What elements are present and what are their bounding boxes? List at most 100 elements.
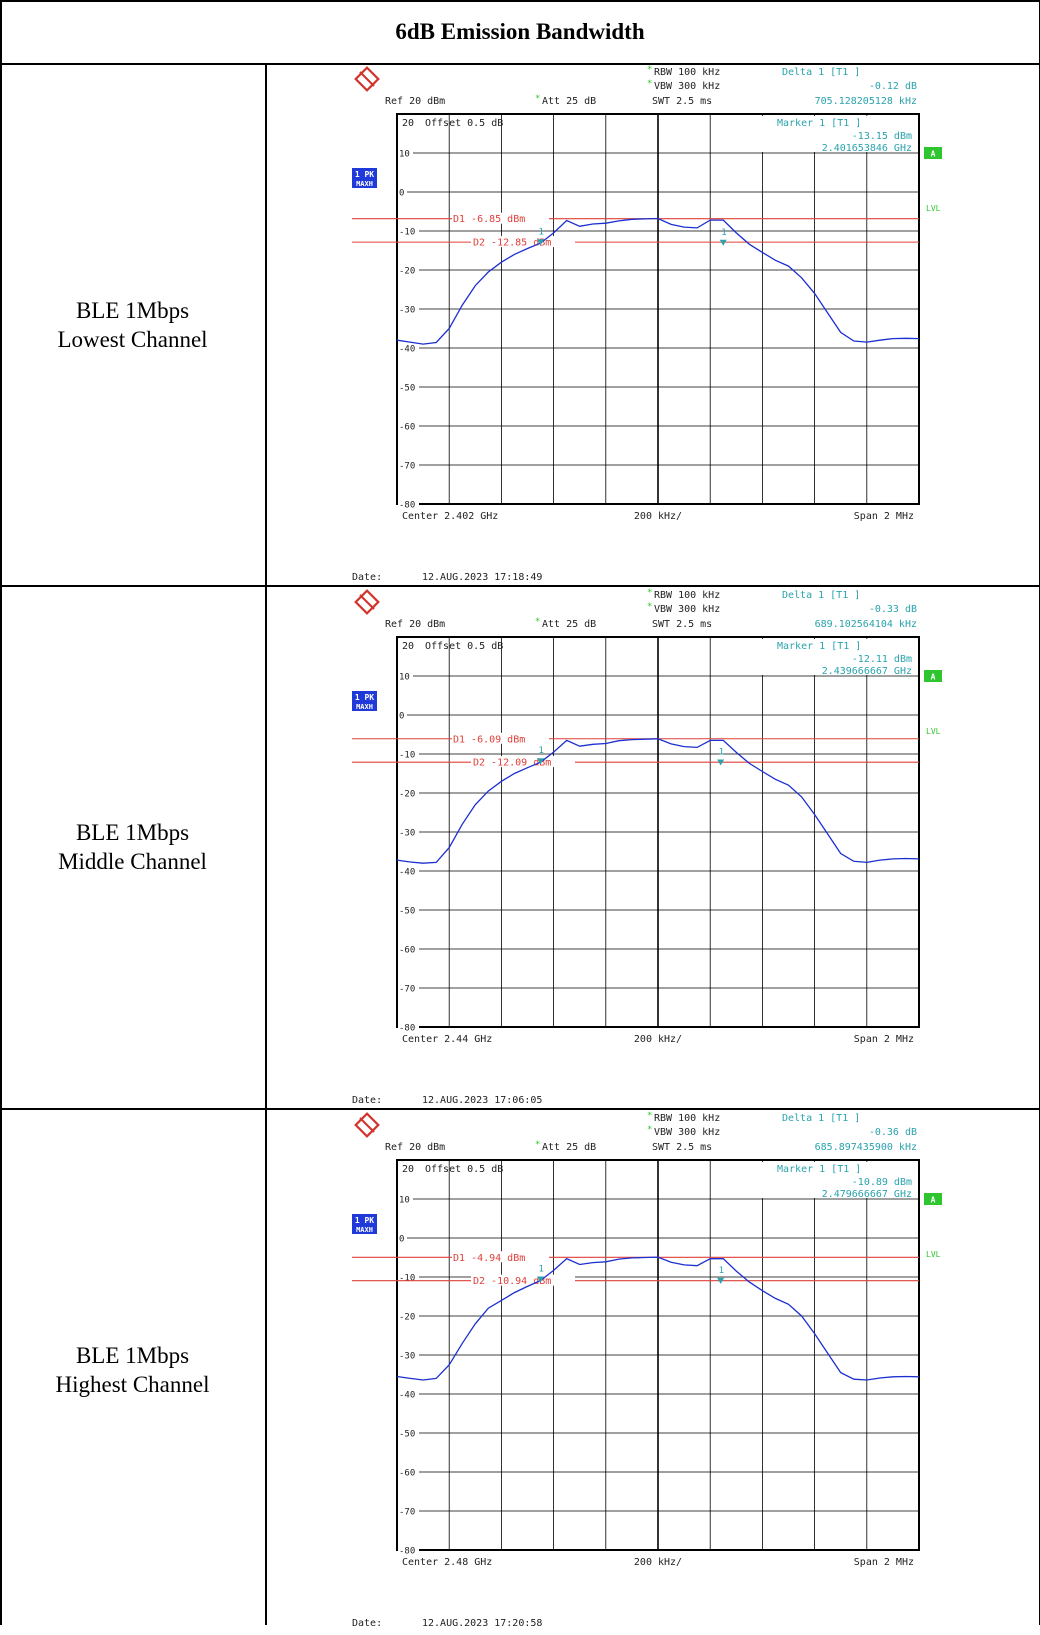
row-label-line2: Highest Channel: [0, 1370, 265, 1399]
vbw-asterisk: *: [647, 79, 652, 89]
y-tick-label: -80: [399, 1024, 415, 1034]
vbw-asterisk: *: [647, 1125, 652, 1135]
y-tick-label: 0: [399, 1235, 404, 1245]
marker-number: 1: [719, 1266, 724, 1276]
row-label-highest: BLE 1Mbps Highest Channel: [0, 1341, 265, 1399]
y-tick-label: 0: [399, 712, 404, 722]
vbw-label: VBW 300 kHz: [654, 81, 720, 92]
marker-label: Marker 1 [T1 ]: [777, 641, 861, 652]
att-asterisk: *: [535, 617, 540, 627]
y-tick-label: 20: [402, 118, 414, 129]
per-division: 200 kHz/: [634, 511, 682, 522]
delta-label: Delta 1 [T1 ]: [782, 590, 860, 601]
marker-frequency: 2.401653846 GHz: [822, 143, 912, 154]
marker-number: 1: [719, 748, 724, 758]
sweep-time: SWT 2.5 ms: [652, 96, 712, 107]
row-label-line1: BLE 1Mbps: [0, 1341, 265, 1370]
att-asterisk: *: [535, 1140, 540, 1150]
y-tick-label: -10: [399, 228, 415, 238]
y-tick-label: 20: [402, 1164, 414, 1175]
lvl-label: LVL: [926, 1250, 941, 1259]
attenuation: Att 25 dB: [542, 619, 596, 630]
y-tick-label: 0: [399, 189, 404, 199]
marker-number: 1: [539, 746, 544, 756]
y-tick-label: -50: [399, 1430, 415, 1440]
y-tick-label: -40: [399, 868, 415, 878]
marker-level: -13.15 dBm: [852, 131, 912, 142]
y-tick-label: -20: [399, 790, 415, 800]
y-tick-label: -20: [399, 267, 415, 277]
date-value: 12.AUG.2023 17:20:58: [422, 1618, 542, 1629]
offset-label: Offset 0.5 dB: [425, 1164, 503, 1175]
table-title: 6dB Emission Bandwidth: [0, 0, 1040, 63]
center-frequency: Center 2.402 GHz: [402, 511, 498, 522]
y-tick-label: -50: [399, 384, 415, 394]
center-frequency: Center 2.48 GHz: [402, 1557, 492, 1568]
row-label-line2: Lowest Channel: [0, 325, 265, 354]
rbw-asterisk: *: [647, 588, 652, 598]
y-tick-label: -70: [399, 985, 415, 995]
date-value: 12.AUG.2023 17:18:49: [422, 572, 542, 583]
y-tick-label: -60: [399, 946, 415, 956]
sweep-time: SWT 2.5 ms: [652, 1142, 712, 1153]
y-tick-label: -70: [399, 1508, 415, 1518]
date-label: Date:: [352, 1618, 382, 1629]
delta-value: -0.33 dB: [869, 604, 917, 615]
delta-label: Delta 1 [T1 ]: [782, 1113, 860, 1124]
marker-number: 1: [721, 228, 726, 238]
rs-logo: [356, 1114, 379, 1137]
vbw-asterisk: *: [647, 602, 652, 612]
y-tick-label: -10: [399, 1274, 415, 1284]
row-label-line1: BLE 1Mbps: [0, 296, 265, 325]
marker-level: -12.11 dBm: [852, 654, 912, 665]
table-border-top: [0, 0, 1040, 2]
rbw-asterisk: *: [647, 1111, 652, 1121]
lvl-label: LVL: [926, 727, 941, 736]
y-tick-label: -10: [399, 751, 415, 761]
trace-badge-line2: MAXH: [356, 180, 373, 188]
date-label: Date:: [352, 572, 382, 583]
trace-badge-line1: 1 PK: [355, 1216, 374, 1225]
a-badge-label: A: [931, 1196, 936, 1205]
y-tick-label: 20: [402, 641, 414, 652]
row-label-line1: BLE 1Mbps: [0, 818, 265, 847]
date-value: 12.AUG.2023 17:06:05: [422, 1095, 542, 1106]
rbw-label: RBW 100 kHz: [654, 590, 720, 601]
delta-label: Delta 1 [T1 ]: [782, 67, 860, 78]
row-label-lowest: BLE 1Mbps Lowest Channel: [0, 296, 265, 354]
lvl-label: LVL: [926, 204, 941, 213]
per-division: 200 kHz/: [634, 1557, 682, 1568]
date-label: Date:: [352, 1095, 382, 1106]
marker-frequency: 2.479666667 GHz: [822, 1189, 912, 1200]
y-tick-label: -60: [399, 423, 415, 433]
a-badge-label: A: [931, 673, 936, 682]
span-label: Span 2 MHz: [854, 1557, 914, 1568]
vbw-label: VBW 300 kHz: [654, 604, 720, 615]
y-tick-label: -80: [399, 501, 415, 511]
marker-label: Marker 1 [T1 ]: [777, 1164, 861, 1175]
marker-frequency: 2.439666667 GHz: [822, 666, 912, 677]
rs-logo: [356, 591, 379, 614]
trace-badge-line1: 1 PK: [355, 170, 374, 179]
trace-badge-line2: MAXH: [356, 703, 373, 711]
column-divider: [265, 63, 267, 1625]
delta-frequency: 685.897435900 kHz: [815, 1142, 917, 1153]
ref-level: Ref 20 dBm: [385, 619, 445, 630]
y-tick-label: -20: [399, 1313, 415, 1323]
marker-level: -10.89 dBm: [852, 1177, 912, 1188]
rbw-label: RBW 100 kHz: [654, 67, 720, 78]
marker-number: 1: [539, 1264, 544, 1274]
ref-level: Ref 20 dBm: [385, 96, 445, 107]
display-line-d1-label: D1 -4.94 dBm: [453, 1253, 525, 1264]
delta-frequency: 689.102564104 kHz: [815, 619, 917, 630]
row-label-middle: BLE 1Mbps Middle Channel: [0, 818, 265, 876]
offset-label: Offset 0.5 dB: [425, 118, 503, 129]
rbw-asterisk: *: [647, 65, 652, 75]
